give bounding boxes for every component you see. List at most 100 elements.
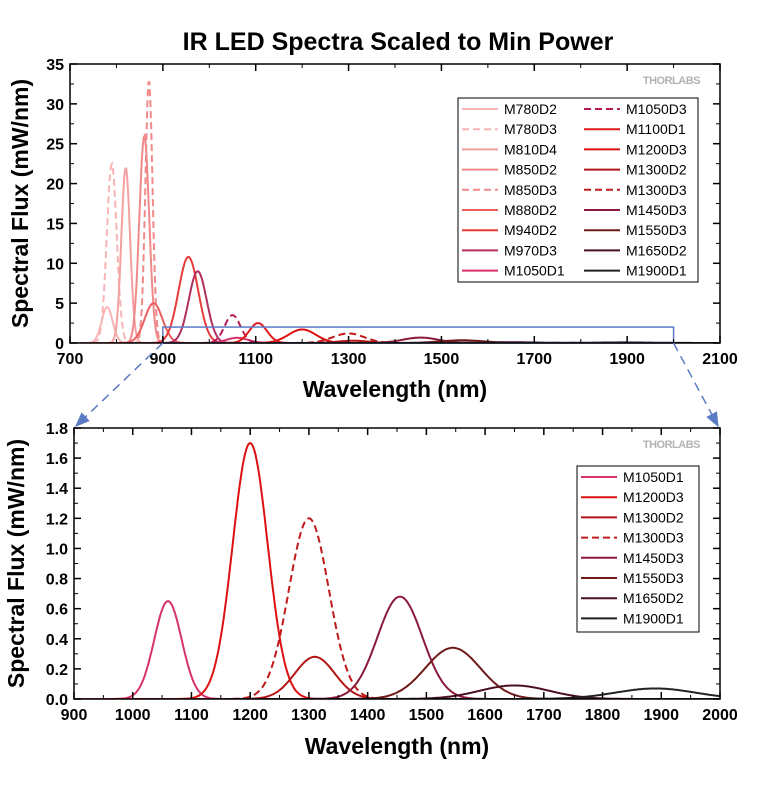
chart-bottom: 900 1000 1100 1200 1300 1400 1500 1600 1700 1800 1… <box>3 421 738 759</box>
series-line-m1650d2 <box>226 684 720 699</box>
brand-watermark: THORLABS <box>643 439 700 451</box>
x-tick-label: 1500 <box>409 707 445 724</box>
legend-label: M1650D2 <box>623 590 684 606</box>
legend-label: M1650D2 <box>626 242 687 258</box>
legend-label: M810D4 <box>504 141 557 157</box>
x-tick-label: 1100 <box>174 707 209 724</box>
y-tick-label: 0.8 <box>46 572 68 589</box>
x-tick-label: 1500 <box>424 351 460 368</box>
legend-label: M780D2 <box>504 101 557 117</box>
y-tick-label: 1.0 <box>46 541 68 558</box>
y-tick-label: 1.6 <box>46 451 68 468</box>
y-tick-label: 0 <box>55 336 64 353</box>
series-line-m1550d3 <box>283 339 642 343</box>
legend-label: M1050D1 <box>504 263 565 279</box>
x-tick-label: 1700 <box>526 707 562 724</box>
legend-label: M1550D3 <box>626 222 687 238</box>
brand-watermark: THORLABS <box>643 75 700 87</box>
y-tick-label: 10 <box>46 256 64 273</box>
zoom-connector-right <box>672 342 719 428</box>
y-tick-label: 25 <box>46 137 64 154</box>
x-tick-label: 900 <box>150 351 177 368</box>
y-tick-label: 15 <box>46 216 64 233</box>
series-line-m850d3 <box>119 81 179 343</box>
legend-label: M1300D3 <box>623 530 684 546</box>
series-line-m1300d3 <box>144 517 474 699</box>
x-tick-label: 2100 <box>702 351 738 368</box>
y-tick-label: 0.0 <box>46 692 68 709</box>
x-tick-label: 1200 <box>232 707 268 724</box>
series-line-m780d3 <box>71 160 152 343</box>
series-line-m1550d3 <box>226 646 679 699</box>
series-line-m1200d3 <box>106 442 395 699</box>
series-line-m1050d3 <box>167 314 298 343</box>
series-line-m970d3 <box>124 270 271 343</box>
series-line-m810d4 <box>90 167 162 343</box>
x-tick-label: 1800 <box>585 707 621 724</box>
x-tick-label: 1600 <box>467 707 503 724</box>
x-axis-label: Wavelength (nm) <box>303 376 487 402</box>
series-line-m1450d3 <box>274 336 567 343</box>
x-tick-label: 1000 <box>115 707 151 724</box>
y-axis-label: Spectral Flux (mW/nm) <box>3 439 29 688</box>
zoom-connector-left <box>74 342 164 428</box>
series-line-m1300d2 <box>223 339 484 343</box>
x-tick-label: 1300 <box>331 351 367 368</box>
legend-label: M1050D3 <box>626 101 687 117</box>
legend-label: M850D3 <box>504 182 557 198</box>
zoom-connectors <box>74 342 719 428</box>
legend-label: M1300D3 <box>626 182 687 198</box>
y-tick-label: 30 <box>46 97 64 114</box>
series-line-m1050d1 <box>147 336 327 343</box>
legend-label: M1900D1 <box>626 263 687 279</box>
y-tick-label: 0.4 <box>46 632 68 649</box>
legend-label: M880D2 <box>504 202 557 218</box>
x-axis-label: Wavelength (nm) <box>305 733 489 759</box>
y-tick-label: 35 <box>46 57 64 74</box>
legend-label: M1200D3 <box>626 141 687 157</box>
series-line-m1200d3 <box>188 328 416 343</box>
series-line-m1100d1 <box>184 322 331 343</box>
series-line-m1300d2 <box>150 655 480 699</box>
legend-label: M1900D1 <box>623 610 684 626</box>
legend-label: M780D3 <box>504 121 557 137</box>
legend-label: M1450D3 <box>623 550 684 566</box>
chart-top: 700 900 1100 1300 1500 1700 1900 2100 0 5 10 15 20 25… <box>7 57 738 402</box>
legend-label: M850D2 <box>504 162 557 178</box>
x-tick-label: 1900 <box>643 707 679 724</box>
legend-label: M1550D3 <box>623 570 684 586</box>
x-tick-label: 700 <box>57 351 84 368</box>
x-tick-label: 2000 <box>702 707 738 724</box>
x-tick-label: 1400 <box>350 707 386 724</box>
x-tick-label: 900 <box>61 707 88 724</box>
y-axis-label: Spectral Flux (mW/nm) <box>7 79 33 328</box>
legend-label: M1300D2 <box>626 162 687 178</box>
legend-label: M1300D2 <box>623 509 684 525</box>
y-tick-label: 5 <box>55 296 64 313</box>
legend-label: M940D2 <box>504 222 557 238</box>
series-line-m1450d3 <box>214 595 585 699</box>
y-tick-label: 1.2 <box>46 511 68 528</box>
y-tick-label: 20 <box>46 177 64 194</box>
legend-label: M970D3 <box>504 242 557 258</box>
series-line-m1050d1 <box>74 600 281 699</box>
series-line-m940d2 <box>107 256 270 343</box>
y-tick-label: 0.6 <box>46 602 68 619</box>
y-tick-label: 0.2 <box>46 662 68 679</box>
series-group <box>74 442 720 699</box>
legend-label: M1450D3 <box>626 202 687 218</box>
legend-label: M1200D3 <box>623 489 684 505</box>
series-line-m880d2 <box>80 302 227 343</box>
legend-label: M1050D1 <box>623 469 684 485</box>
x-tick-label: 1100 <box>238 351 273 368</box>
legend-box <box>576 465 700 633</box>
x-tick-label: 1900 <box>609 351 645 368</box>
y-tick-label: 1.4 <box>46 481 68 498</box>
series-line-m780d2 <box>70 305 153 343</box>
legend-label: M1100D1 <box>626 121 686 137</box>
x-tick-label: 1700 <box>516 351 552 368</box>
series-line-m1900d1 <box>326 687 720 699</box>
series-line-m850d2 <box>103 132 185 343</box>
chart-title: IR LED Spectra Scaled to Min Power <box>183 28 614 56</box>
